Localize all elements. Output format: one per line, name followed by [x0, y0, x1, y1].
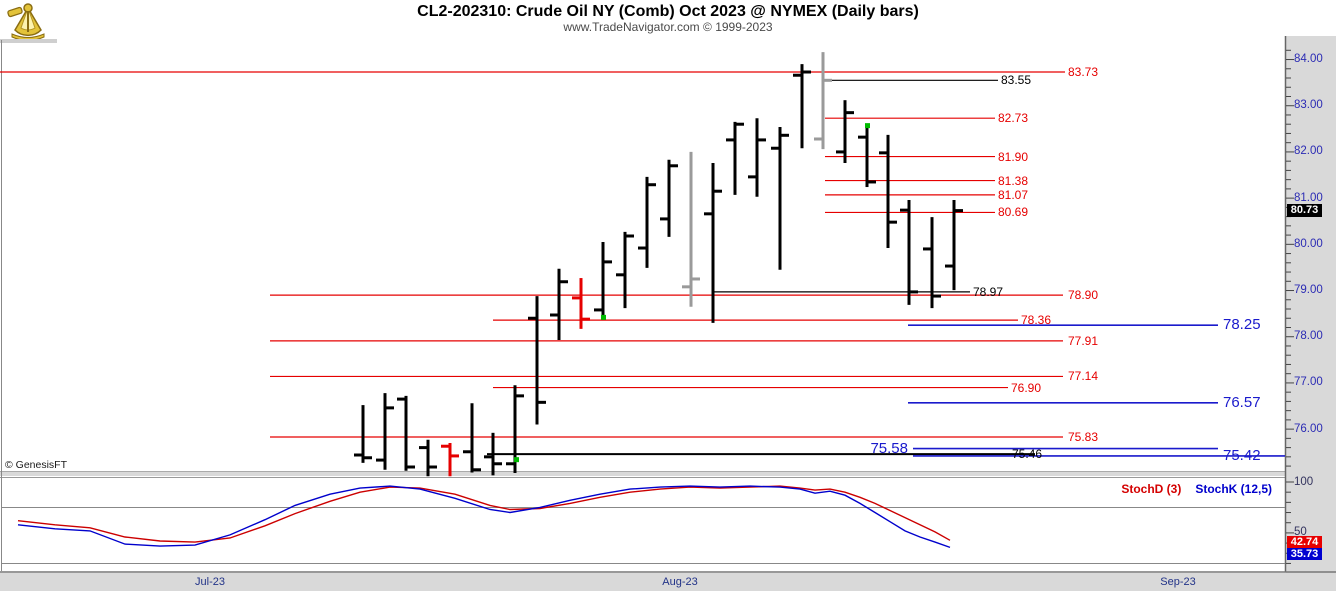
level-label-77.91: 77.91 [1068, 333, 1099, 348]
level-label-81.38: 81.38 [998, 173, 1029, 188]
panel-top-corner [0, 39, 57, 43]
time-axis-strip [0, 573, 1336, 591]
level-label-75.42: 75.42 [1223, 446, 1261, 464]
level-label-75.83: 75.83 [1068, 429, 1099, 444]
panel-divider [0, 471, 1286, 476]
copyright-watermark: © GenesisFT [5, 459, 68, 471]
level-label-76.57: 76.57 [1223, 393, 1261, 411]
signal-marker-icon [514, 457, 519, 463]
month-label-Sep-23: Sep-23 [1160, 576, 1196, 588]
level-label-78.97: 78.97 [973, 284, 1004, 299]
stoch-d-legend-label: StochD (3) [1121, 482, 1182, 496]
signal-marker-icon [865, 123, 870, 129]
level-label-78.36: 78.36 [1021, 313, 1052, 328]
price-axis-label: 82.00 [1294, 145, 1323, 158]
level-label-80.69: 80.69 [998, 205, 1029, 220]
level-label-77.14: 77.14 [1068, 369, 1099, 384]
month-label-Jul-23: Jul-23 [195, 576, 225, 588]
level-label-83.73: 83.73 [1068, 65, 1099, 79]
price-axis-label: 81.00 [1294, 191, 1323, 204]
stoch-d-line [17, 485, 951, 543]
level-label-82.73: 82.73 [998, 111, 1029, 126]
chart-subtitle: www.TradeNavigator.com © 1999-2023 [563, 20, 773, 34]
month-label-Aug-23: Aug-23 [662, 576, 698, 588]
signal-marker-icon [601, 314, 606, 320]
level-label-81.07: 81.07 [998, 187, 1029, 202]
level-label-81.90: 81.90 [998, 149, 1029, 164]
level-label-78.25: 78.25 [1223, 316, 1261, 334]
price-axis-label: 78.00 [1294, 330, 1323, 343]
chart-title: CL2-202310: Crude Oil NY (Comb) Oct 2023… [417, 3, 919, 20]
genesis-sextant-logo-icon [4, 1, 52, 41]
price-axis-label: 79.00 [1294, 284, 1323, 297]
stoch-k-legend-label: StochK (12,5) [1195, 482, 1272, 496]
level-label-76.90: 76.90 [1011, 380, 1042, 395]
price-axis-label: 83.00 [1294, 99, 1323, 112]
level-label-75.46: 75.46 [1012, 447, 1043, 462]
last-price-badge: 80.73 [1287, 204, 1322, 217]
stoch-d-value-badge: 42.74 [1287, 536, 1322, 548]
level-label-83.55: 83.55 [1001, 73, 1032, 88]
price-axis-label: 76.00 [1294, 422, 1323, 435]
stoch-axis-label: 100 [1294, 475, 1314, 488]
price-axis-label: 80.00 [1294, 237, 1323, 250]
level-label-75.58: 75.58 [870, 439, 908, 457]
stoch-legend: StochD (3) StochK (12,5) [1121, 482, 1272, 496]
price-axis-label: 77.00 [1294, 376, 1323, 389]
stoch-axis-label: 50 [1294, 526, 1307, 539]
level-label-78.90: 78.90 [1068, 288, 1099, 303]
stoch-k-value-badge: 35.73 [1287, 548, 1322, 560]
price-axis-label: 84.00 [1294, 53, 1323, 66]
price-axis-strip [1286, 36, 1336, 573]
stoch-k-line [17, 485, 951, 549]
